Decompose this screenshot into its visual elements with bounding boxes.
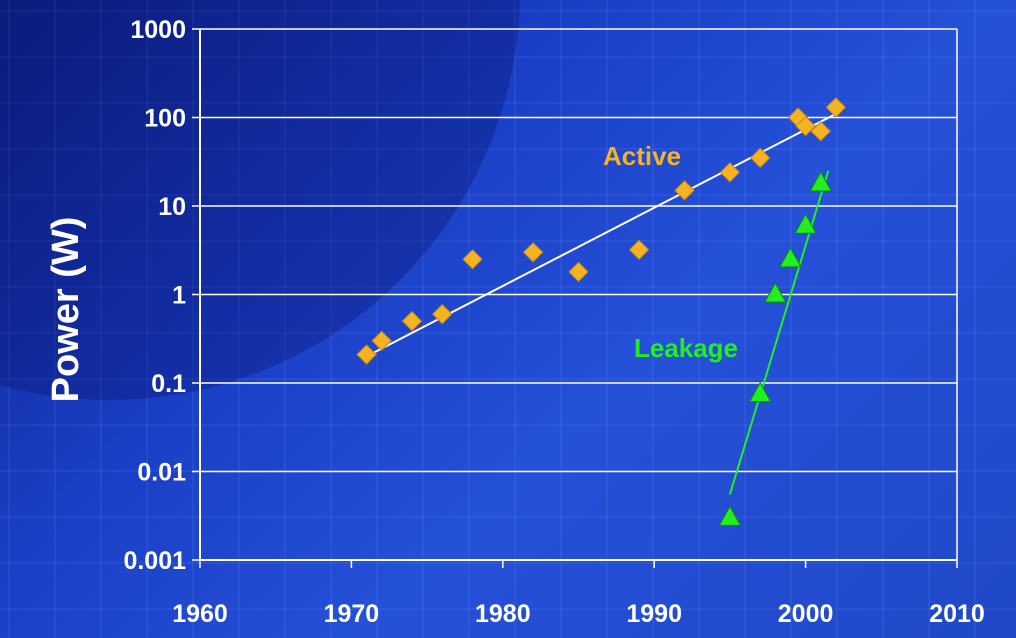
y-tick-label: 0.1 <box>151 370 186 398</box>
active-point <box>749 147 771 169</box>
active-point <box>795 115 816 137</box>
y-tick-label: 0.001 <box>123 547 186 575</box>
active-point <box>825 97 847 118</box>
series-label-active: Active <box>603 141 681 171</box>
x-tick-label: 1980 <box>475 600 531 628</box>
x-tick-label: 1990 <box>626 600 682 628</box>
trendline-active <box>366 112 837 358</box>
x-tick-label: 2000 <box>778 600 834 628</box>
active-point <box>522 242 544 263</box>
label-layer: 0.001 0.01 0.1 1 10 100 1000 1960 1970 1980 1990 20… <box>45 16 985 628</box>
trendline-layer <box>366 112 837 495</box>
trendline-leakage <box>728 170 830 495</box>
series-label-leakage: Leakage <box>634 333 738 363</box>
leakage-point <box>779 246 802 268</box>
active-point <box>432 303 453 325</box>
x-tick-label: 1970 <box>324 600 380 628</box>
active-point <box>810 121 831 142</box>
y-tick-label: 0.01 <box>137 459 186 487</box>
active-point <box>568 261 589 283</box>
y-tick-label: 1 <box>172 282 186 310</box>
marker-layer <box>356 97 847 526</box>
y-tick-label: 10 <box>158 193 186 221</box>
x-tick-label: 1960 <box>172 600 228 628</box>
grid-layer <box>200 28 958 561</box>
active-point <box>628 239 650 261</box>
active-point <box>674 180 695 201</box>
active-point <box>462 249 483 270</box>
leakage-point <box>748 381 772 403</box>
y-axis-title: Power (W) <box>45 217 87 403</box>
leakage-point <box>763 282 787 303</box>
leakage-point <box>809 170 833 192</box>
y-tick-label: 100 <box>144 105 186 133</box>
leakage-point <box>794 213 817 234</box>
leakage-point <box>718 505 742 526</box>
y-tick-label: 1000 <box>130 16 186 44</box>
x-tick-label: 2010 <box>929 600 985 628</box>
active-point <box>401 310 423 332</box>
axis-layer <box>192 28 958 568</box>
active-point <box>356 344 377 365</box>
active-point <box>719 162 741 183</box>
active-point <box>371 330 392 351</box>
